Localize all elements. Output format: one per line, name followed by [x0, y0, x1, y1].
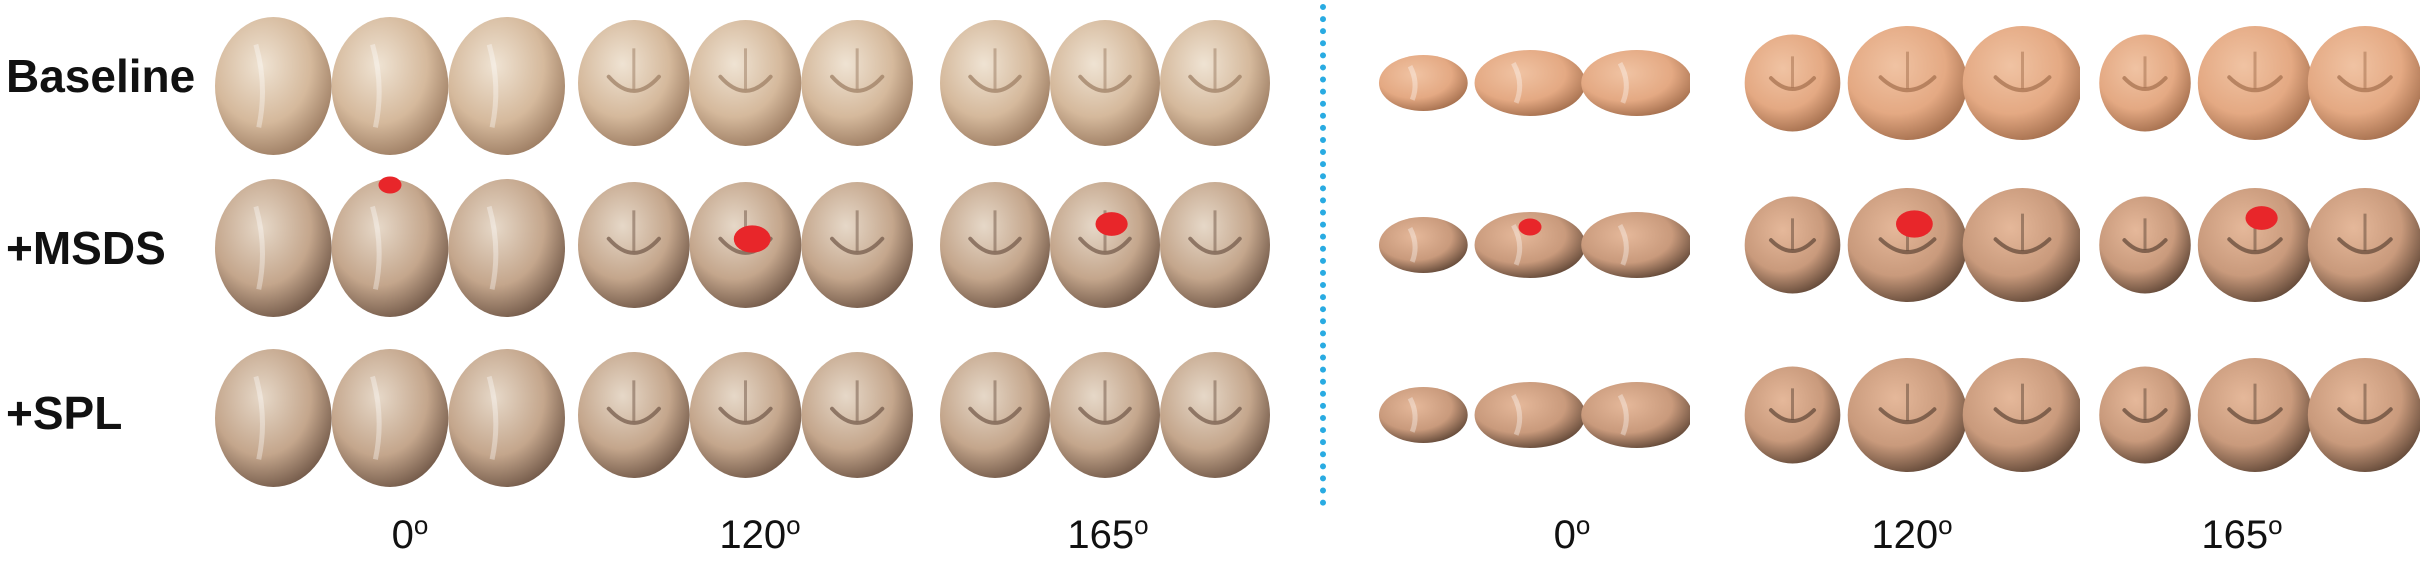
tooth-shape — [331, 179, 449, 317]
row-label-baseline: Baseline — [6, 50, 196, 102]
rendering-panel1-baseline-0 — [215, 8, 565, 158]
artifact-highlight — [1518, 218, 1542, 236]
rendering-panel1-msds-0 — [215, 170, 565, 320]
rendering-panel1-msds-120 — [578, 170, 913, 320]
tooth-shape — [1474, 382, 1586, 448]
tooth-shape — [215, 179, 332, 317]
angle-label-right-165: 165o — [2201, 510, 2283, 557]
angle-label-left-0: 0o — [391, 510, 429, 557]
artifact-highlight — [1095, 212, 1128, 236]
panel-divider — [1320, 4, 1326, 506]
tooth-shape — [1581, 382, 1693, 448]
rendering-panel2-msds-165 — [2090, 170, 2421, 320]
tooth-shape — [1474, 50, 1586, 116]
rendering-panel2-baseline-165 — [2090, 8, 2421, 158]
tooth-shape — [1378, 216, 1468, 274]
rendering-panel2-msds-0 — [1370, 170, 1693, 320]
rendering-panel1-baseline-165 — [940, 8, 1270, 158]
tooth-shape — [215, 17, 332, 155]
tooth-shape — [1581, 212, 1693, 278]
artifact-highlight — [378, 176, 402, 194]
rendering-panel2-msds-120 — [1735, 170, 2083, 320]
angle-label-left-120: 120o — [719, 510, 801, 557]
artifact-highlight — [1896, 210, 1933, 238]
rendering-panel2-baseline-0 — [1370, 8, 1693, 158]
row-label-msds: +MSDS — [6, 222, 166, 274]
angle-label-left-165: 165o — [1067, 510, 1149, 557]
rendering-panel1-baseline-120 — [578, 8, 913, 158]
tooth-shape — [448, 179, 565, 317]
tooth-shape — [1378, 386, 1468, 444]
rendering-panel1-spl-165 — [940, 340, 1270, 490]
tooth-shape — [448, 17, 565, 155]
tooth-shape — [1581, 50, 1693, 116]
artifact-highlight — [2245, 206, 2278, 230]
rendering-panel2-spl-165 — [2090, 340, 2421, 490]
angle-label-right-120: 120o — [1871, 510, 1953, 557]
rendering-panel1-msds-165 — [940, 170, 1270, 320]
tooth-shape — [331, 17, 449, 155]
rendering-panel2-baseline-120 — [1735, 8, 2083, 158]
tooth-shape — [331, 349, 449, 487]
angle-label-right-0: 0o — [1553, 510, 1591, 557]
artifact-highlight — [733, 225, 771, 253]
tooth-shape — [448, 349, 565, 487]
row-label-spl: +SPL — [6, 387, 123, 439]
tooth-shape — [1474, 212, 1586, 278]
tooth-shape — [1378, 54, 1468, 112]
rendering-panel1-spl-0 — [215, 340, 565, 490]
rendering-panel1-spl-120 — [578, 340, 913, 490]
rendering-panel2-spl-0 — [1370, 340, 1693, 490]
tooth-shape — [215, 349, 332, 487]
rendering-panel2-spl-120 — [1735, 340, 2083, 490]
